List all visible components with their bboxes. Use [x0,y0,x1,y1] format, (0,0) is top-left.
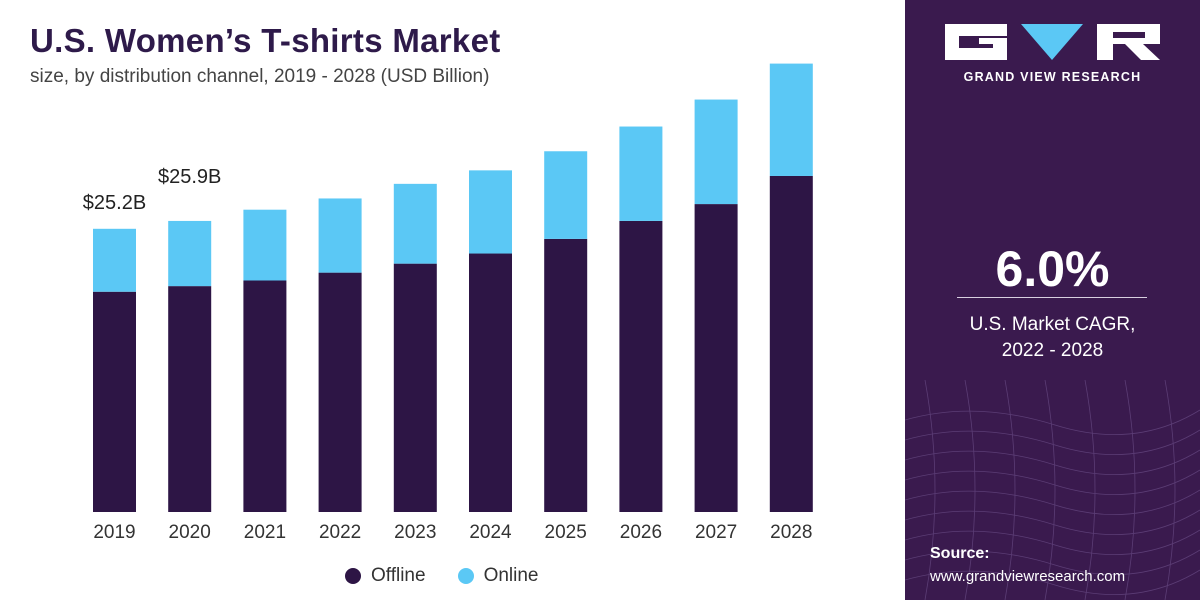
legend-label-offline: Offline [371,565,426,586]
x-tick-label-2022: 2022 [319,522,361,543]
x-tick-label-2028: 2028 [770,522,812,543]
data-label-2020: $25.9B [158,166,221,188]
bar-offline-2024 [469,253,512,512]
bar-offline-2025 [544,238,588,512]
bar-online-2026 [619,126,663,221]
x-tick-label-2020: 2020 [169,522,211,543]
chart-panel: U.S. Women’s T-shirts Market size, by di… [30,22,813,587]
stacked-bar-chart: 2019 2020 2021 2022 2023 2024 2025 2026 2027 2028… [83,63,813,543]
cagr-label: U.S. Market CAGR, 2022 - 2028 [905,312,1200,364]
bar-offline-2026 [619,220,663,512]
bar-offline-2020 [168,286,212,512]
cagr-value: 6.0% [995,241,1110,297]
bar-online-2019 [93,228,136,292]
legend-marker-online [457,568,474,584]
chart-subtitle: size, by distribution channel, 2019 - 20… [30,66,490,87]
bar-offline-2027 [694,204,738,513]
bar-offline-2019 [93,291,136,512]
bar-offline-2021 [243,280,287,512]
legend-item-offline: Offline [345,565,426,587]
bar-offline-2023 [393,263,437,512]
bar-online-2024 [469,170,512,254]
x-tick-label-2027: 2027 [695,522,737,543]
bar-online-2025 [544,151,588,239]
source-url[interactable]: www.grandviewresearch.com [930,568,1126,585]
x-tick-label-2019: 2019 [93,522,135,543]
gvr-logo [945,24,1160,60]
bar-offline-2028 [769,175,813,512]
cagr-divider [957,297,1147,298]
legend-marker-offline [345,568,361,584]
bar-online-2022 [318,198,362,273]
x-tick-label-2023: 2023 [394,522,436,543]
brand-name: GRAND VIEW RESEARCH [963,70,1142,84]
legend-label-online: Online [483,565,539,586]
legend-item-online: Online [457,565,539,587]
chart-title: U.S. Women’s T-shirts Market [30,22,501,59]
x-tick-label-2021: 2021 [244,522,286,543]
bar-online-2023 [393,183,437,264]
bar-offline-2022 [318,272,362,512]
x-tick-label-2025: 2025 [545,522,587,543]
bar-online-2028 [769,63,813,176]
info-sidebar: GRAND VIEW RESEARCH 6.0% U.S. Market CAG… [905,0,1200,600]
x-tick-label-2024: 2024 [469,522,512,543]
bar-online-2027 [694,99,738,205]
cagr-label-line2: 2022 - 2028 [1001,340,1104,361]
wave-mesh-decoration [905,380,1200,600]
x-tick-label-2026: 2026 [620,522,662,543]
cagr-label-line1: U.S. Market CAGR, [969,314,1136,335]
source-label: Source: [930,545,990,562]
bar-online-2021 [243,209,287,281]
bar-online-2020 [168,220,212,287]
chart-legend: Offline Online [345,565,571,587]
data-label-2019: $25.2B [83,192,146,214]
